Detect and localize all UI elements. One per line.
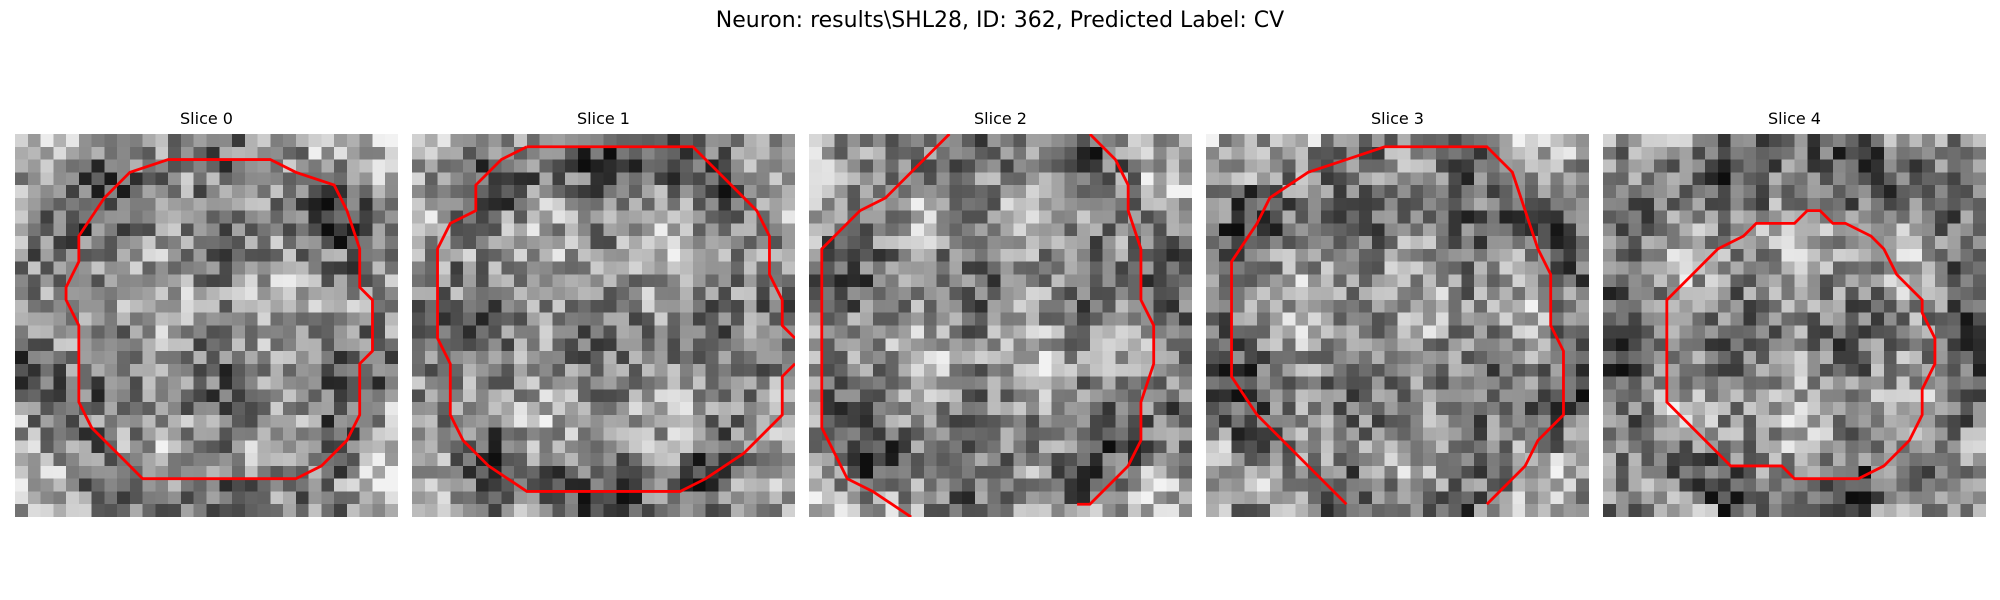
cell-contour-3-1 bbox=[1230, 158, 1348, 506]
panel-title-slice-2: Slice 2 bbox=[974, 109, 1027, 128]
panel-title-slice-0: Slice 0 bbox=[180, 109, 233, 128]
cell-contour-1 bbox=[526, 145, 795, 340]
cell-contour-4 bbox=[1665, 209, 1937, 481]
slice-image-0 bbox=[15, 134, 398, 517]
slice-image-2 bbox=[809, 134, 1192, 517]
panel-title-slice-3: Slice 3 bbox=[1371, 109, 1424, 128]
cell-contour-1-1 bbox=[436, 145, 795, 493]
figure-title: Neuron: results\SHL28, ID: 362, Predicte… bbox=[715, 8, 1285, 33]
cell-contour-2 bbox=[820, 134, 951, 517]
cell-contour-2-1 bbox=[1077, 134, 1156, 506]
panel-title-slice-4: Slice 4 bbox=[1768, 109, 1821, 128]
slice-image-1 bbox=[412, 134, 795, 517]
panel-title-slice-1: Slice 1 bbox=[577, 109, 630, 128]
cell-contour-3 bbox=[1345, 145, 1565, 506]
slice-image-3 bbox=[1206, 134, 1589, 517]
cell-contour-0 bbox=[64, 158, 374, 481]
slice-image-4 bbox=[1603, 134, 1986, 517]
